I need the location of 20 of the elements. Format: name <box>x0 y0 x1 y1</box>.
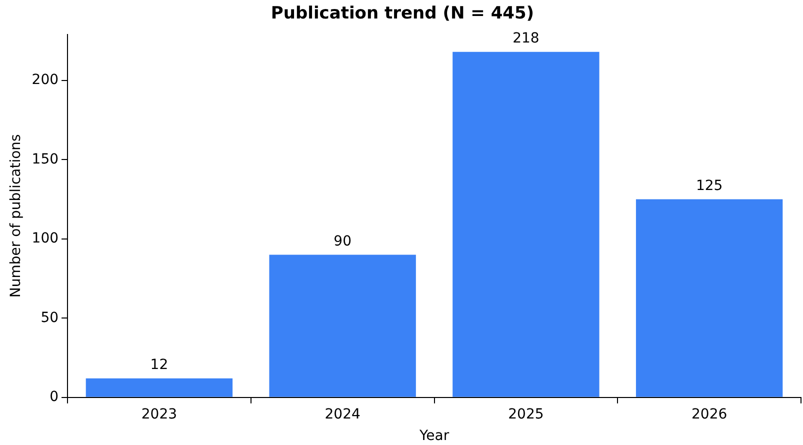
y-tick-label: 100 <box>32 230 59 247</box>
data-label: 125 <box>696 178 723 194</box>
data-label: 12 <box>150 357 168 374</box>
data-label: 90 <box>334 233 352 250</box>
chart-title: Publication trend (N = 445) <box>270 4 534 24</box>
y-tick-label: 200 <box>32 72 59 88</box>
bar <box>452 52 600 397</box>
bar <box>636 199 783 397</box>
y-tick-label: 0 <box>50 389 59 406</box>
x-tick-label: 2025 <box>508 406 544 422</box>
x-axis-title: Year <box>418 428 450 444</box>
bar <box>269 254 416 397</box>
y-tick-label: 150 <box>32 151 59 168</box>
x-tick-label: 2023 <box>141 406 178 422</box>
x-tick-label: 2026 <box>691 406 728 422</box>
y-axis-title: Number of publications <box>8 134 24 298</box>
data-label: 218 <box>512 30 540 46</box>
bar <box>86 378 233 397</box>
y-tick-label: 50 <box>40 310 59 326</box>
x-tick-label: 2024 <box>324 406 360 422</box>
